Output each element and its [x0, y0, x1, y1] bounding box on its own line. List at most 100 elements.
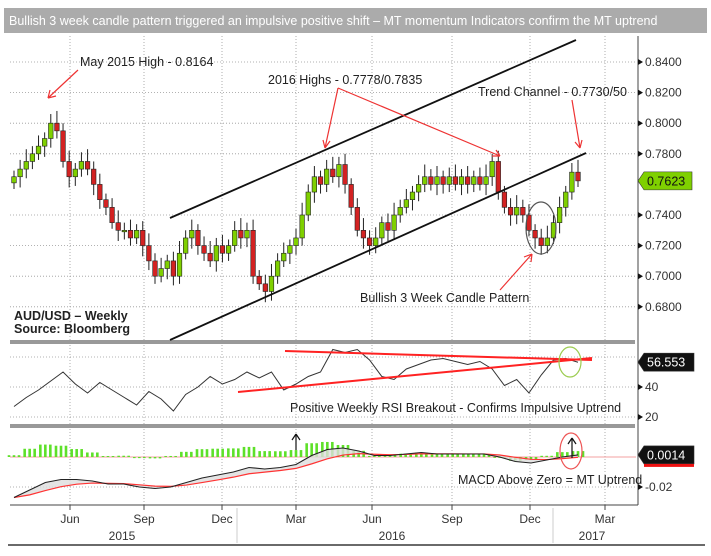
candle-body [256, 275, 262, 285]
candle [183, 230, 189, 260]
candle-body [465, 176, 471, 185]
macd-histogram-bar [174, 455, 177, 457]
candle-body [336, 164, 342, 178]
macd-histogram-bar [205, 449, 209, 457]
candle-body [575, 171, 581, 182]
candle [317, 170, 324, 194]
macd-histogram-bar [435, 454, 439, 457]
candle-body [275, 260, 281, 277]
candle [354, 198, 360, 237]
macd-histogram-bar [164, 455, 167, 457]
macd-histogram-bar [373, 455, 376, 457]
annotation-bullish-pattern: Bullish 3 Week Candle Pattern [360, 291, 529, 305]
candle-body [115, 222, 121, 231]
candle-body [213, 245, 219, 262]
candle-body [238, 230, 244, 239]
candle [164, 254, 170, 280]
macd-histogram-bar [242, 446, 246, 457]
macd-histogram-bar [550, 455, 553, 457]
axis-tick-arrow [638, 484, 643, 490]
candle [434, 166, 440, 196]
macd-histogram-bar [477, 454, 481, 457]
candle-body [330, 168, 336, 178]
candle-body [501, 191, 508, 208]
macd-histogram-bar [462, 454, 465, 457]
macd-histogram-bar [106, 456, 110, 458]
candle [520, 199, 526, 223]
candle [514, 195, 520, 225]
candle-body [164, 260, 170, 269]
candle-body [403, 199, 409, 208]
candle-body [72, 168, 78, 178]
candle [244, 222, 250, 248]
candle-body [293, 237, 299, 246]
macd-histogram-bar [383, 455, 387, 457]
candle-body [287, 245, 293, 254]
macd-histogram-bar [556, 452, 559, 457]
arrow-may-high [47, 69, 79, 99]
axis-tick-arrow [638, 242, 643, 249]
axis-tick-arrow [638, 59, 643, 65]
macd-histogram-bar [138, 457, 141, 459]
candle-body [317, 176, 324, 185]
candle-body [91, 168, 97, 185]
macd-histogram-bar [127, 455, 130, 457]
macd-histogram-bar [482, 454, 486, 457]
x-axis: Jun Sep Dec Mar Jun Sep Dec Mar 2015 2016 2017 [60, 505, 615, 543]
price-tick-label: 0.7000 [645, 269, 682, 283]
price-last-value-label: 0.7623 [647, 174, 685, 188]
candle [305, 184, 311, 222]
candle [471, 170, 477, 193]
macd-histogram-bar [54, 445, 58, 457]
candle [146, 233, 152, 271]
candle-body [23, 161, 29, 170]
arrow-2016-highs [322, 87, 501, 157]
candle-body [422, 176, 428, 185]
month-label: Jun [60, 512, 79, 526]
macd-histogram-bar [80, 449, 83, 457]
macd-histogram-bar [237, 448, 240, 457]
candle [48, 114, 54, 148]
candle [72, 162, 78, 186]
macd-histogram-bar [200, 449, 204, 457]
channel-lower-line [169, 152, 587, 341]
macd-histogram-bar [310, 443, 313, 457]
rsi-breakout-circle [558, 346, 582, 378]
macd-histogram-bar [59, 445, 63, 457]
candle-body [360, 230, 367, 239]
candle-body [489, 161, 495, 178]
macd-histogram-bar [96, 452, 99, 457]
candle-body [495, 161, 501, 193]
macd-histogram-bar [185, 451, 188, 457]
candle [373, 227, 379, 254]
month-label: Dec [519, 512, 540, 526]
annotation-2016-highs: 2016 Highs - 0.7778/0.7835 [268, 73, 422, 87]
month-label: Sep [133, 512, 155, 526]
month-label: Mar [595, 512, 616, 526]
macd-histogram-bar [581, 451, 585, 457]
candle [103, 193, 109, 215]
candle-body [225, 245, 232, 254]
candle-body [348, 184, 354, 208]
macd-histogram-bar [472, 454, 475, 457]
candle-body [250, 230, 256, 277]
macd-histogram-bar [415, 452, 418, 457]
rsi-line [13, 348, 579, 412]
month-label: Jun [362, 512, 381, 526]
candle [189, 219, 195, 249]
candle-body [397, 207, 403, 216]
candle [170, 251, 176, 286]
macd-histogram-bar [111, 456, 115, 458]
annotation-trend-channel: Trend Channel - 0.7730/50 [478, 85, 627, 99]
axis-tick-arrow [638, 120, 643, 127]
candle-body [189, 230, 195, 239]
candle-pattern-circle [525, 201, 557, 255]
candle-body [152, 260, 158, 277]
macd-histogram-bar [23, 448, 26, 457]
macd-histogram-bar [440, 454, 444, 457]
candle-body [84, 161, 91, 170]
candle-body [17, 168, 23, 178]
candle-body [127, 230, 134, 239]
candle [422, 164, 428, 193]
macd-histogram-bar [12, 455, 16, 457]
